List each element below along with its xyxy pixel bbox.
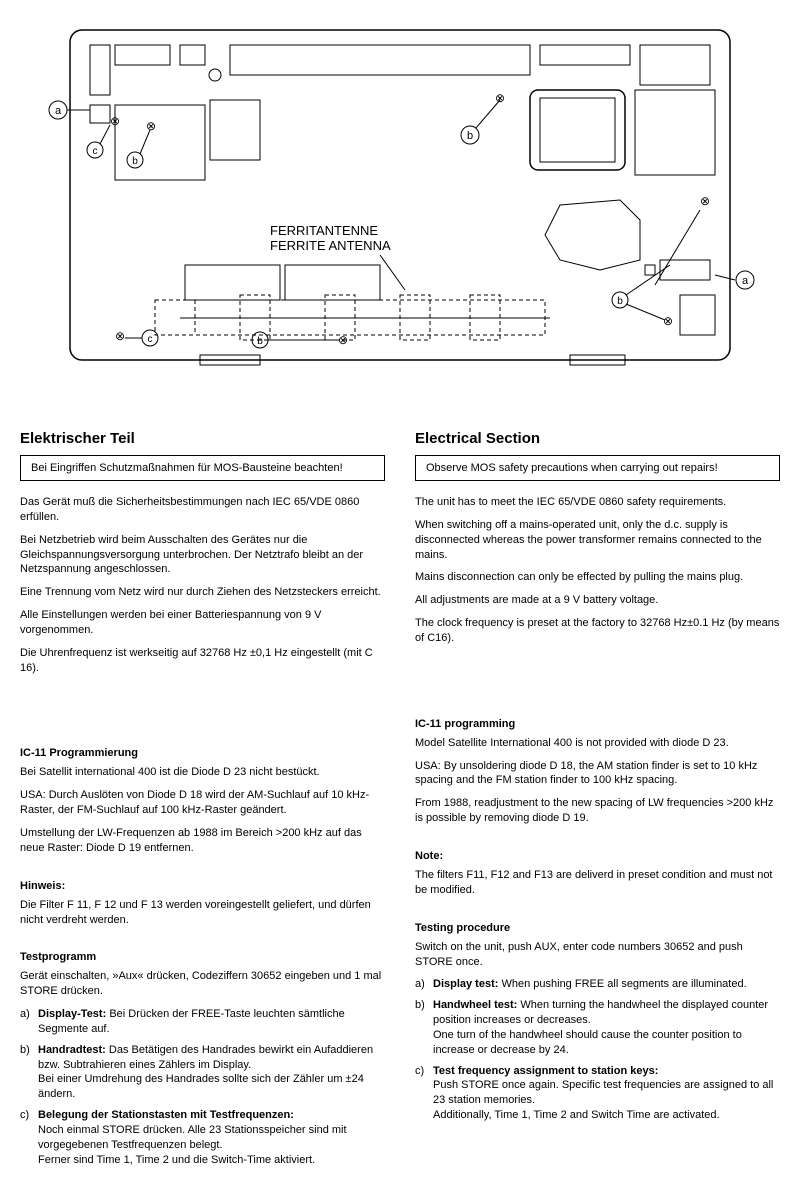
german-item-c: c) Belegung der Stationstasten mit Testf… — [20, 1108, 385, 1167]
english-p4: All adjustments are made at a 9 V batter… — [415, 593, 780, 608]
svg-text:⊗: ⊗ — [146, 119, 156, 133]
svg-text:⊗: ⊗ — [338, 333, 348, 347]
english-note-p: The filters F11, F12 and F13 are deliver… — [415, 868, 780, 898]
english-heading: Electrical Section — [415, 430, 780, 447]
svg-text:⊗: ⊗ — [663, 314, 673, 328]
svg-text:a: a — [55, 105, 62, 117]
german-item-b: b) Handradtest: Das Betätigen des Handra… — [20, 1043, 385, 1102]
svg-text:b: b — [257, 336, 263, 347]
english-warning-box: Observe MOS safety precautions when carr… — [415, 455, 780, 481]
english-item-a: a) Display test: When pushing FREE all s… — [415, 977, 780, 992]
english-ic11-p1: Model Satellite International 400 is not… — [415, 736, 780, 751]
german-ic11-p3: Umstellung der LW-Frequenzen ab 1988 im … — [20, 826, 385, 856]
svg-text:⊗: ⊗ — [115, 329, 125, 343]
svg-text:⊗: ⊗ — [495, 91, 505, 105]
english-column: Electrical Section Observe MOS safety pr… — [415, 420, 780, 1173]
english-ic11-p3: From 1988, readjustment to the new spaci… — [415, 796, 780, 826]
svg-text:a: a — [742, 275, 749, 287]
german-test-head: Testprogramm — [20, 951, 385, 963]
english-ic11-head: IC-11 programming — [415, 718, 780, 730]
german-test-intro: Gerät einschalten, »Aux« drücken, Codezi… — [20, 969, 385, 999]
german-ic11-p1: Bei Satellit international 400 ist die D… — [20, 765, 385, 780]
english-p5: The clock frequency is preset at the fac… — [415, 616, 780, 646]
english-test-head: Testing procedure — [415, 922, 780, 934]
english-item-c: c) Test frequency assignment to station … — [415, 1064, 780, 1123]
english-item-b: b) Handwheel test: When turning the hand… — [415, 998, 780, 1057]
german-column: Elektrischer Teil Bei Eingriffen Schutzm… — [20, 420, 385, 1173]
english-p1: The unit has to meet the IEC 65/VDE 0860… — [415, 495, 780, 510]
svg-text:b: b — [132, 156, 138, 167]
german-hinweis-head: Hinweis: — [20, 880, 385, 892]
german-p3: Eine Trennung vom Netz wird nur durch Zi… — [20, 585, 385, 600]
german-ic11-p2: USA: Durch Auslöten von Diode D 18 wird … — [20, 788, 385, 818]
svg-text:b: b — [467, 130, 473, 142]
antenna-label-de: FERRITANTENNE — [270, 223, 378, 238]
german-hinweis-p: Die Filter F 11, F 12 und F 13 werden vo… — [20, 898, 385, 928]
german-heading: Elektrischer Teil — [20, 430, 385, 447]
german-p5: Die Uhrenfrequenz ist werkseitig auf 327… — [20, 646, 385, 676]
text-columns: Elektrischer Teil Bei Eingriffen Schutzm… — [20, 420, 780, 1173]
svg-text:⊗: ⊗ — [110, 114, 120, 128]
german-ic11-head: IC-11 Programmierung — [20, 747, 385, 759]
schematic-diagram: a c ⊗ b ⊗ b ⊗ FERRITANTENNE FERRITE ANTE… — [40, 20, 760, 380]
svg-text:b: b — [617, 296, 623, 307]
english-p3: Mains disconnection can only be effected… — [415, 570, 780, 585]
svg-text:c: c — [93, 146, 98, 157]
english-note-head: Note: — [415, 850, 780, 862]
german-p1: Das Gerät muß die Sicherheitsbestimmunge… — [20, 495, 385, 525]
english-p2: When switching off a mains-operated unit… — [415, 518, 780, 563]
svg-text:c: c — [148, 334, 153, 345]
german-p4: Alle Einstellungen werden bei einer Batt… — [20, 608, 385, 638]
english-ic11-p2: USA: By unsoldering diode D 18, the AM s… — [415, 759, 780, 789]
antenna-label-en: FERRITE ANTENNA — [270, 238, 391, 253]
svg-text:⊗: ⊗ — [700, 194, 710, 208]
german-item-a: a) Display-Test: Bei Drücken der FREE-Ta… — [20, 1007, 385, 1037]
english-test-intro: Switch on the unit, push AUX, enter code… — [415, 940, 780, 970]
german-warning-box: Bei Eingriffen Schutzmaßnahmen für MOS-B… — [20, 455, 385, 481]
german-p2: Bei Netzbetrieb wird beim Ausschalten de… — [20, 533, 385, 578]
